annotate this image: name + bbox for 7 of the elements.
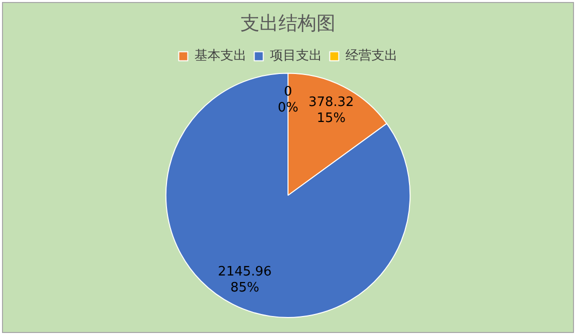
legend-label: 基本支出	[194, 48, 246, 64]
chart-title: 支出结构图	[240, 12, 336, 34]
data-label: 2145.96 85%	[218, 264, 272, 296]
data-label: 378.32 15%	[308, 94, 354, 126]
text: 0 0%	[278, 84, 298, 116]
legend-label: 经营支出	[345, 48, 398, 64]
legend-label: 项目支出	[270, 48, 322, 64]
